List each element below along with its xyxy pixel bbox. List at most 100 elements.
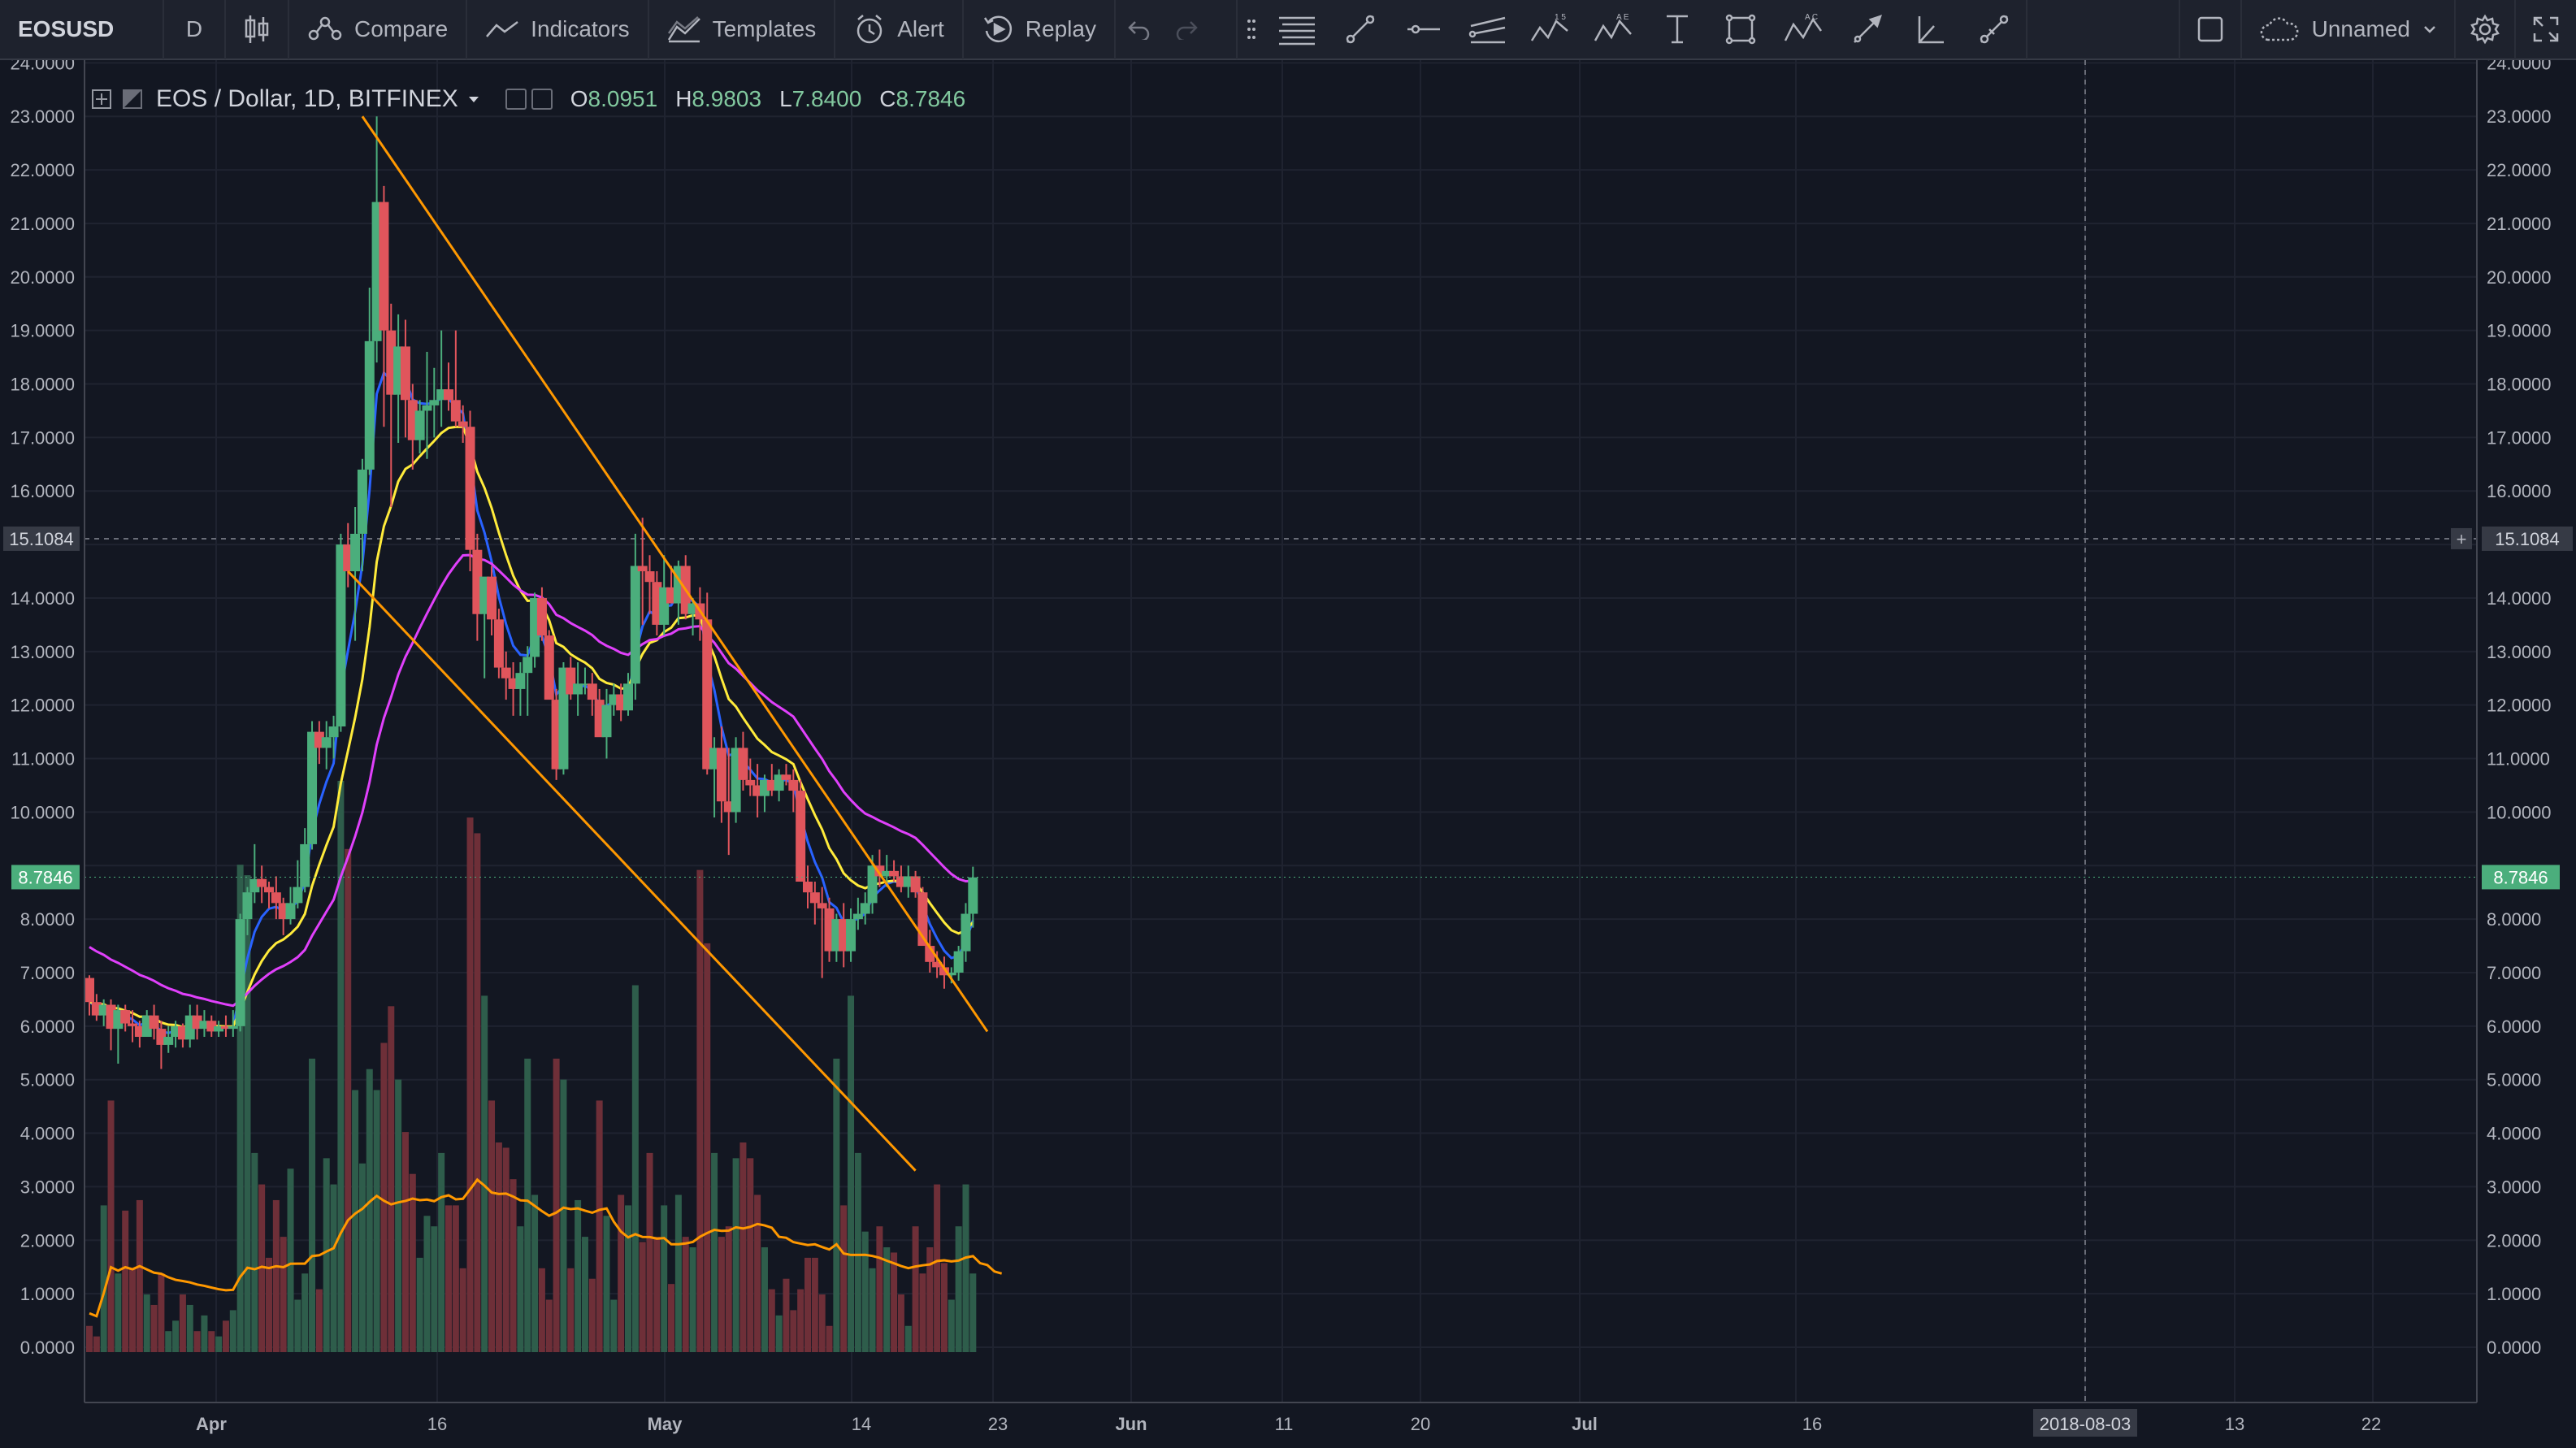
volume-bar: [711, 1152, 718, 1352]
price-tick-label: 19.0000: [10, 321, 75, 341]
compare-label: Compare: [354, 16, 449, 41]
volume-bar: [366, 1069, 373, 1352]
volume-ma-line: [89, 1177, 1003, 1318]
text-tool-icon: [1666, 15, 1688, 44]
chart-style-button[interactable]: [226, 0, 289, 59]
svg-text:15.1084: 15.1084: [2495, 529, 2560, 549]
compare-button[interactable]: Compare: [289, 0, 468, 59]
horizontal-lines-tool[interactable]: [1265, 0, 1329, 59]
candle-body: [350, 533, 361, 572]
time-tick-label: Apr: [196, 1414, 227, 1434]
redo-icon: [1176, 21, 1198, 40]
candle-body: [623, 683, 633, 711]
volume-bar: [725, 1226, 732, 1352]
candle-body: [961, 913, 971, 952]
price-tick-label: 2.0000: [2487, 1230, 2541, 1251]
candles-icon: [245, 15, 269, 43]
volume-bar: [294, 1299, 301, 1352]
candle-body: [400, 346, 410, 401]
price-chart[interactable]: 24.0000 23.0000 22.0000 21.0000 20.0000 19.00…: [0, 60, 2576, 1448]
volume-bar: [718, 1237, 725, 1352]
symbol-title[interactable]: EOS / Dollar, 1D, BITFINEX: [156, 85, 458, 112]
pitchfork-tool[interactable]: [1455, 0, 1519, 59]
candle-body: [968, 877, 978, 914]
trend-line-icon: [1346, 15, 1375, 44]
candle-body: [300, 843, 310, 887]
drawing-handle[interactable]: [1238, 0, 1265, 59]
candle-body: [946, 972, 956, 976]
candle-body: [796, 791, 806, 882]
price-tick-label: 8.0000: [20, 909, 75, 930]
symbol-label: EOSUSD: [18, 16, 115, 41]
price-tick-label: 4.0000: [2487, 1124, 2541, 1144]
volume-bar: [172, 1320, 180, 1352]
volume-bar: [553, 1058, 560, 1352]
volume-bar: [739, 1142, 747, 1352]
title-chevron-icon[interactable]: [468, 95, 479, 103]
interval-button[interactable]: D: [164, 0, 226, 59]
volume-bar: [588, 1278, 596, 1352]
volume-bar: [826, 1325, 833, 1352]
undo-button[interactable]: [1116, 0, 1163, 59]
candle-body: [637, 566, 648, 572]
time-axis[interactable]: Apr 16 May 14 23 Jun 11 20 Jul 16 2018-08-03 13 22: [196, 1409, 2381, 1437]
fullscreen-chart-button[interactable]: [2178, 0, 2242, 59]
last-price-tag-right: 8.7846: [2482, 865, 2560, 890]
volume-bar: [409, 1173, 416, 1352]
volume-bar: [639, 1242, 646, 1352]
candle-body: [515, 673, 526, 689]
symbol-search[interactable]: EOSUSD: [0, 0, 164, 59]
time-tick-label: May: [648, 1414, 683, 1434]
right-price-axis[interactable]: 24.0000 23.0000 22.0000 21.0000 20.0000 19.00…: [2487, 60, 2552, 1358]
volume-bar: [696, 869, 704, 1352]
layout-save-button[interactable]: Unnamed: [2242, 0, 2456, 59]
gear-icon: [2470, 14, 2500, 45]
candle-body: [293, 887, 303, 904]
candle-body: [364, 340, 375, 470]
volume-bar: [315, 1289, 323, 1352]
volume-bars: [86, 780, 977, 1352]
crosshair-price-tag-left: 15.1084: [3, 526, 80, 551]
volume-bar: [689, 1247, 696, 1352]
xabcd-pattern-tool[interactable]: 1 5: [1519, 0, 1582, 59]
arrow-tool[interactable]: [1836, 0, 1899, 59]
volume-bar: [531, 1194, 539, 1352]
volume-bar: [625, 1205, 631, 1352]
settings-toggle-icon[interactable]: [531, 89, 553, 110]
fib-tool[interactable]: [1899, 0, 1962, 59]
templates-button[interactable]: Templates: [649, 0, 836, 59]
svg-text:8.7846: 8.7846: [18, 867, 72, 887]
volume-bar: [229, 1310, 236, 1352]
indicators-button[interactable]: Indicators: [467, 0, 649, 59]
eye-toggle-icon[interactable]: [505, 89, 527, 110]
trendlines[interactable]: [347, 115, 989, 1172]
templates-label: Templates: [712, 16, 817, 41]
drag-handle-icon: [1247, 20, 1255, 39]
horizontal-ray-tool[interactable]: [1392, 0, 1455, 59]
volume-bar: [352, 1090, 359, 1352]
volume-bar: [93, 1336, 100, 1352]
elliott-wave-tool[interactable]: A E: [1582, 0, 1646, 59]
volume-bar: [395, 1079, 402, 1352]
candle-body: [321, 737, 332, 748]
ruler-icon: [1980, 15, 2009, 44]
collapse-legend-icon[interactable]: [91, 89, 112, 110]
redo-button[interactable]: [1163, 0, 1210, 59]
abc-pattern-tool[interactable]: A C: [1772, 0, 1836, 59]
expand-button[interactable]: [2516, 0, 2576, 59]
left-price-axis[interactable]: 24.0000 23.0000 22.0000 21.0000 20.0000 19.00…: [10, 60, 75, 1358]
volume-bar: [940, 1263, 948, 1352]
ruler-tool[interactable]: [1962, 0, 2026, 59]
settings-button[interactable]: [2456, 0, 2516, 59]
trend-line-tool[interactable]: [1329, 0, 1392, 59]
price-tick-label: 17.0000: [2487, 427, 2552, 448]
candle-body: [487, 576, 497, 620]
open-value: O8.0951: [570, 86, 658, 111]
high-value: H8.9803: [675, 86, 762, 111]
replay-button[interactable]: Replay: [964, 0, 1116, 59]
alert-button[interactable]: Alert: [835, 0, 964, 59]
rectangle-tool[interactable]: [1709, 0, 1772, 59]
text-tool[interactable]: [1646, 0, 1709, 59]
candle-body: [809, 892, 820, 904]
volume-bar: [811, 1257, 818, 1352]
